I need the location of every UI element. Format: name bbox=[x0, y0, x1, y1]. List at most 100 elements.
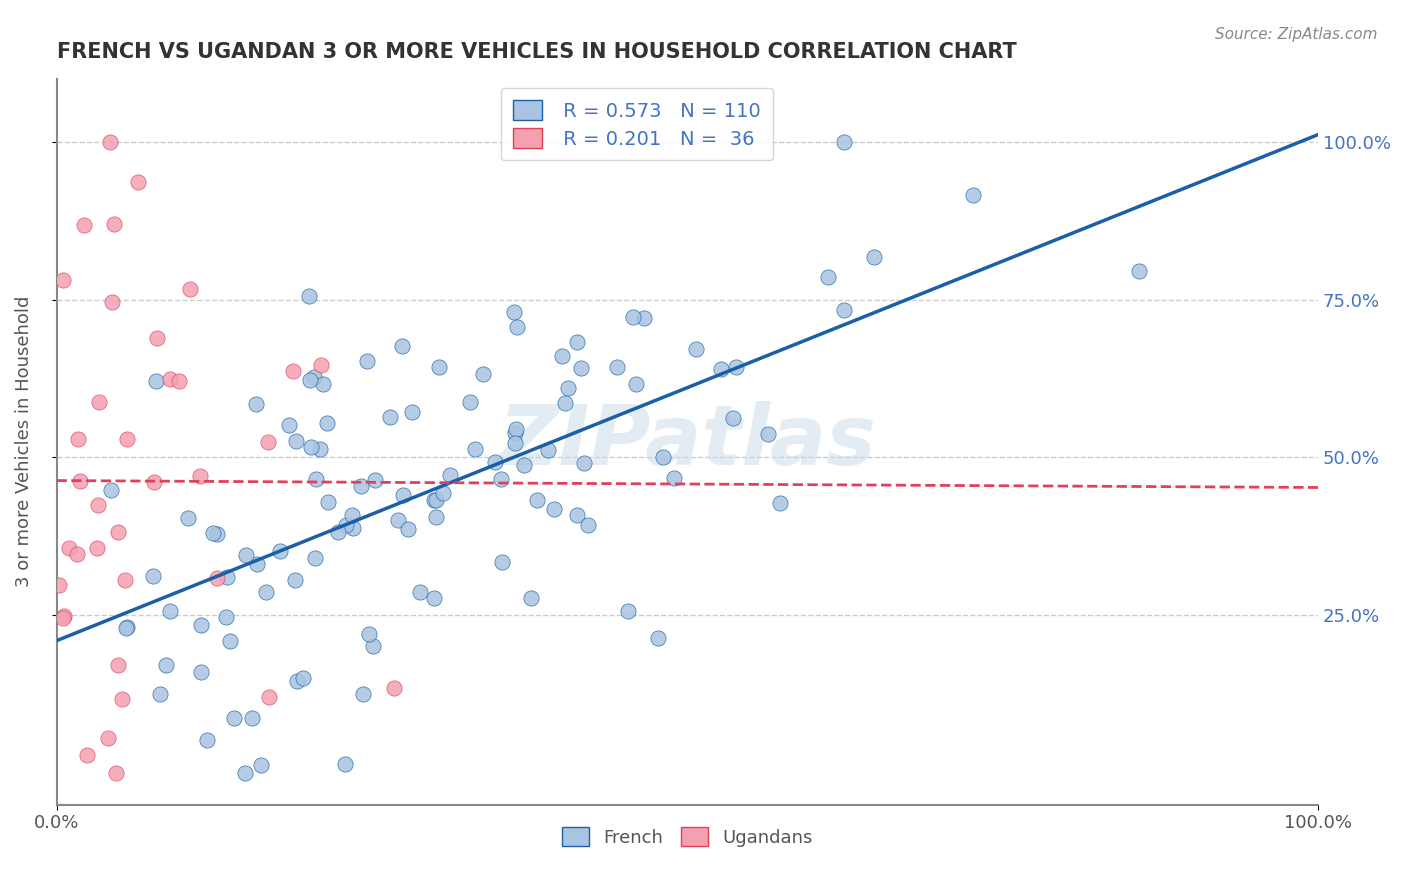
Point bbox=[115, 621, 138, 635]
Text: ZIPatlas: ZIPatlas bbox=[499, 401, 876, 483]
Point bbox=[115, 433, 138, 447]
Point bbox=[52, 273, 75, 287]
Point bbox=[87, 395, 110, 409]
Point bbox=[305, 472, 328, 486]
Point bbox=[149, 687, 172, 701]
Point bbox=[167, 374, 190, 388]
Point bbox=[832, 302, 855, 317]
Point bbox=[571, 360, 593, 375]
Point bbox=[98, 135, 121, 149]
Point bbox=[489, 472, 512, 486]
Point bbox=[382, 681, 405, 695]
Point bbox=[572, 456, 595, 470]
Point bbox=[215, 610, 238, 624]
Point bbox=[281, 364, 304, 378]
Point bbox=[195, 733, 218, 747]
Point bbox=[724, 359, 747, 374]
Point bbox=[503, 436, 526, 450]
Point bbox=[215, 570, 238, 584]
Point bbox=[52, 611, 75, 625]
Point bbox=[422, 591, 444, 606]
Point bbox=[202, 526, 225, 541]
Point bbox=[284, 574, 307, 588]
Point bbox=[503, 426, 526, 441]
Point bbox=[159, 604, 181, 618]
Point bbox=[207, 571, 229, 585]
Point bbox=[565, 335, 588, 350]
Point bbox=[357, 627, 380, 641]
Point bbox=[103, 217, 125, 231]
Point bbox=[76, 747, 98, 762]
Point bbox=[179, 282, 201, 296]
Text: Source: ZipAtlas.com: Source: ZipAtlas.com bbox=[1215, 27, 1378, 42]
Point bbox=[66, 432, 89, 446]
Point bbox=[105, 766, 128, 780]
Point bbox=[114, 573, 136, 587]
Point bbox=[235, 548, 257, 562]
Point bbox=[425, 493, 447, 508]
Point bbox=[257, 690, 280, 704]
Point bbox=[190, 469, 212, 483]
Point bbox=[155, 657, 177, 672]
Point bbox=[328, 525, 350, 540]
Point bbox=[302, 370, 325, 384]
Point bbox=[146, 331, 169, 345]
Point bbox=[101, 294, 124, 309]
Point bbox=[311, 358, 333, 372]
Point bbox=[685, 342, 707, 356]
Point bbox=[352, 687, 374, 701]
Point bbox=[312, 376, 335, 391]
Point bbox=[624, 377, 647, 392]
Point bbox=[432, 486, 454, 500]
Point bbox=[309, 442, 332, 457]
Text: FRENCH VS UGANDAN 3 OR MORE VEHICLES IN HOUSEHOLD CORRELATION CHART: FRENCH VS UGANDAN 3 OR MORE VEHICLES IN … bbox=[56, 42, 1017, 62]
Point bbox=[257, 435, 280, 450]
Point bbox=[484, 455, 506, 469]
Point bbox=[299, 373, 322, 387]
Point bbox=[361, 640, 384, 654]
Point bbox=[111, 691, 134, 706]
Point bbox=[87, 498, 110, 512]
Point bbox=[380, 409, 402, 424]
Point bbox=[401, 405, 423, 419]
Point bbox=[550, 349, 572, 363]
Point bbox=[316, 494, 339, 508]
Point bbox=[710, 361, 733, 376]
Point bbox=[107, 524, 129, 539]
Point bbox=[340, 508, 363, 522]
Point bbox=[817, 269, 839, 284]
Point bbox=[491, 555, 513, 569]
Point bbox=[127, 175, 149, 189]
Point bbox=[651, 450, 673, 465]
Point bbox=[284, 434, 307, 448]
Point bbox=[145, 375, 167, 389]
Point bbox=[396, 522, 419, 536]
Point bbox=[862, 250, 884, 264]
Point bbox=[356, 354, 378, 368]
Point bbox=[333, 756, 356, 771]
Point bbox=[97, 731, 120, 745]
Point bbox=[425, 509, 447, 524]
Point bbox=[606, 360, 628, 375]
Point bbox=[299, 440, 322, 454]
Point bbox=[350, 479, 373, 493]
Point bbox=[269, 544, 291, 558]
Point bbox=[66, 547, 89, 561]
Point bbox=[254, 585, 277, 599]
Point bbox=[335, 518, 357, 533]
Point bbox=[219, 634, 242, 648]
Point bbox=[505, 422, 527, 436]
Y-axis label: 3 or more Vehicles in Household: 3 or more Vehicles in Household bbox=[15, 296, 32, 587]
Point bbox=[58, 541, 80, 555]
Point bbox=[298, 289, 321, 303]
Point bbox=[756, 427, 779, 442]
Point bbox=[177, 510, 200, 524]
Point bbox=[315, 417, 337, 431]
Point bbox=[342, 521, 364, 535]
Point bbox=[190, 617, 212, 632]
Point bbox=[526, 493, 548, 508]
Point bbox=[512, 458, 534, 472]
Legend:  R = 0.573   N = 110,  R = 0.201   N =  36: R = 0.573 N = 110, R = 0.201 N = 36 bbox=[501, 88, 773, 161]
Point bbox=[364, 473, 387, 487]
Point bbox=[278, 417, 301, 432]
